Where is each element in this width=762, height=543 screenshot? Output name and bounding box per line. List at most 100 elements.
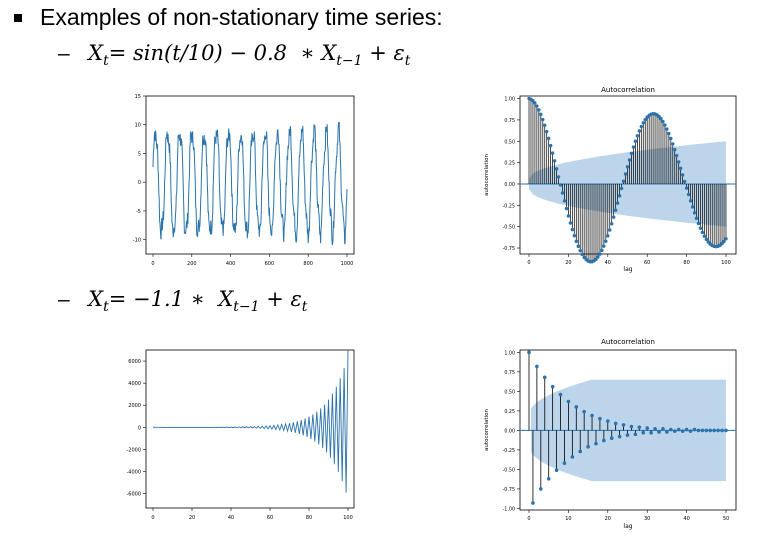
acf-point	[627, 158, 632, 162]
x-tick-label: 800	[303, 261, 313, 267]
x-tick-label: 40	[683, 516, 689, 522]
acf-point	[639, 124, 643, 129]
acf-point	[621, 423, 626, 427]
acf-point	[704, 428, 709, 433]
y-tick-label: 6000	[128, 359, 141, 365]
acf-point	[677, 160, 681, 164]
acf-point	[645, 426, 649, 430]
acf-point	[580, 252, 584, 257]
x-tick-label: 40	[228, 515, 234, 521]
acf-point	[724, 428, 728, 433]
acf-point	[542, 375, 547, 380]
y-tick-label: -0.50	[503, 225, 515, 231]
acf-point	[617, 434, 622, 439]
acf-point	[700, 230, 705, 235]
acf-point	[621, 179, 626, 183]
acf-point	[613, 421, 618, 426]
acf-point	[617, 194, 622, 198]
x-tick-label: 100	[343, 515, 353, 521]
acf-point	[541, 117, 545, 122]
acf-point	[578, 248, 582, 253]
acf-point	[684, 427, 689, 432]
y-axis-label: autocorrelation	[484, 409, 490, 451]
chart-title: Autocorrelation	[601, 338, 655, 346]
acf-point	[610, 222, 614, 226]
acf-point	[531, 98, 535, 103]
x-tick-label: 600	[265, 261, 275, 267]
x-tick-label: 50	[723, 516, 729, 522]
acf-point	[625, 433, 630, 437]
formula-dash: –	[58, 42, 70, 65]
acf-point	[545, 129, 549, 134]
acf-point	[612, 215, 616, 219]
y-tick-label: -6000	[126, 492, 141, 498]
acf-point	[680, 429, 685, 433]
acf-point	[613, 208, 618, 212]
y-tick-label: 0.75	[504, 370, 515, 376]
acf-point	[657, 114, 661, 119]
y-tick-label: -4000	[126, 470, 141, 476]
acf-point	[600, 248, 604, 253]
acf-point	[694, 216, 699, 221]
x-tick-label: 10	[565, 516, 571, 522]
acf-point	[562, 199, 567, 203]
acf-point	[550, 151, 555, 155]
acf-point	[623, 172, 628, 176]
acf-point	[692, 427, 697, 432]
series-line	[152, 121, 348, 246]
acf-point	[629, 151, 634, 156]
acf-point	[665, 430, 669, 434]
acf-point	[720, 241, 724, 246]
x-tick-label: 1000	[341, 261, 354, 267]
chart-acf-sine: Autocorrelation 1.00 0.75 0.50 0.25 0.00 -0.2…	[484, 86, 737, 273]
x-tick-label: 60	[644, 260, 650, 266]
acf-point	[676, 427, 681, 432]
y-tick-label: 0.25	[504, 161, 515, 167]
x-tick-label: 20	[605, 516, 611, 522]
acf-point	[570, 227, 575, 232]
acf-point	[546, 476, 551, 481]
acf-point	[558, 392, 563, 397]
y-tick-label: 10	[135, 123, 141, 129]
acf-point	[596, 255, 600, 259]
acf-point	[590, 413, 594, 418]
x-tick-label: 20	[189, 515, 195, 521]
acf-point	[633, 139, 638, 143]
acf-point	[552, 159, 557, 163]
acf-point	[649, 430, 653, 435]
acf-point	[574, 239, 578, 244]
acf-point	[663, 123, 667, 127]
acf-point	[539, 112, 543, 117]
chart-sine-series: 15 10 5 0 -5 -10 0 200 400 600 800 1000	[133, 94, 355, 267]
acf-point	[550, 384, 555, 389]
y-tick-label: 0.50	[504, 139, 515, 145]
y-tick-label: 0	[138, 425, 141, 431]
acf-point	[548, 143, 553, 148]
acf-point	[556, 175, 561, 179]
y-axis-label: autocorrelation	[484, 154, 490, 196]
acf-point	[566, 399, 571, 404]
acf-point	[560, 191, 565, 195]
acf-point	[686, 192, 691, 197]
acf-point	[669, 427, 673, 432]
acf-point	[641, 121, 645, 125]
acf-point	[716, 428, 720, 433]
acf-point	[582, 255, 586, 260]
y-tick-label: -0.25	[503, 203, 515, 209]
y-tick-label: 0	[138, 180, 141, 186]
y-tick-label: -0.50	[503, 467, 515, 473]
series-line	[153, 349, 349, 493]
formula-2: Xt= −1.1 ∗ Xt−1 + εt	[88, 287, 308, 316]
acf-point	[700, 428, 705, 433]
x-tick-label: 100	[721, 260, 731, 266]
acf-point	[554, 167, 559, 171]
formula-1-row: – Xt= sin(t/10) − 0.8 ∗ Xt−1 + εt	[58, 41, 410, 69]
acf-point	[574, 405, 579, 409]
slide-heading: Examples of non-stationary time series:	[40, 4, 443, 30]
acf-point	[696, 428, 701, 433]
x-axis-label: lag	[623, 523, 632, 530]
y-tick-label: 2000	[128, 403, 141, 409]
acf-point	[688, 429, 693, 433]
acf-point	[675, 153, 679, 158]
x-tick-label: 0	[151, 261, 154, 267]
